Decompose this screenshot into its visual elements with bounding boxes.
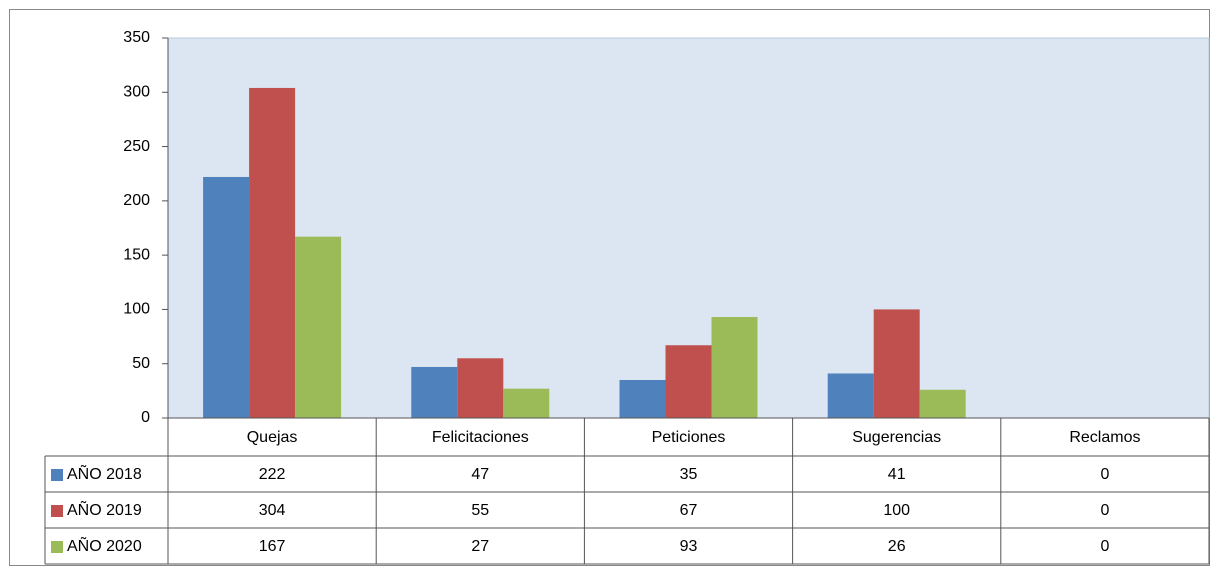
bar [411, 366, 458, 418]
legend-swatch [51, 541, 63, 553]
table-value: 67 [680, 502, 698, 519]
table-value: 93 [680, 538, 698, 555]
y-tick-label: 300 [123, 84, 150, 101]
y-tick-label: 50 [132, 355, 150, 372]
x-tick-label: Reclamos [1069, 429, 1140, 446]
table-value: 100 [883, 502, 910, 519]
bar [203, 176, 250, 418]
table-value: 26 [888, 538, 906, 555]
y-tick-label: 250 [123, 138, 150, 155]
table-value: 55 [471, 502, 489, 519]
table-value: 0 [1100, 502, 1109, 519]
bar [503, 388, 550, 418]
y-tick-label: 150 [123, 246, 150, 263]
bar [249, 87, 296, 418]
table-value: 47 [471, 466, 489, 483]
table-value: 27 [471, 538, 489, 555]
y-tick-label: 100 [123, 301, 150, 318]
table-value: 167 [259, 538, 286, 555]
legend-swatch [51, 505, 63, 517]
legend-label: AÑO 2020 [67, 535, 142, 555]
legend-swatch [51, 469, 63, 481]
bar [619, 380, 666, 418]
table-value: 41 [888, 466, 906, 483]
bar [295, 236, 342, 418]
x-tick-label: Quejas [247, 429, 298, 446]
bar [457, 358, 504, 418]
y-tick-label: 350 [123, 29, 150, 46]
y-tick-label: 0 [141, 409, 150, 426]
bar [919, 389, 966, 418]
table-value: 0 [1100, 538, 1109, 555]
bar [827, 373, 874, 418]
table-value: 35 [680, 466, 698, 483]
bar [665, 345, 712, 418]
bar [711, 317, 758, 418]
x-tick-label: Peticiones [652, 429, 726, 446]
legend-label: AÑO 2018 [67, 463, 142, 483]
bar [873, 309, 920, 418]
table-value: 0 [1100, 466, 1109, 483]
y-tick-label: 200 [123, 192, 150, 209]
x-tick-label: Sugerencias [852, 429, 941, 446]
legend-label: AÑO 2019 [67, 499, 142, 519]
table-value: 304 [259, 502, 286, 519]
table-value: 222 [259, 466, 286, 483]
x-tick-label: Felicitaciones [432, 429, 529, 446]
